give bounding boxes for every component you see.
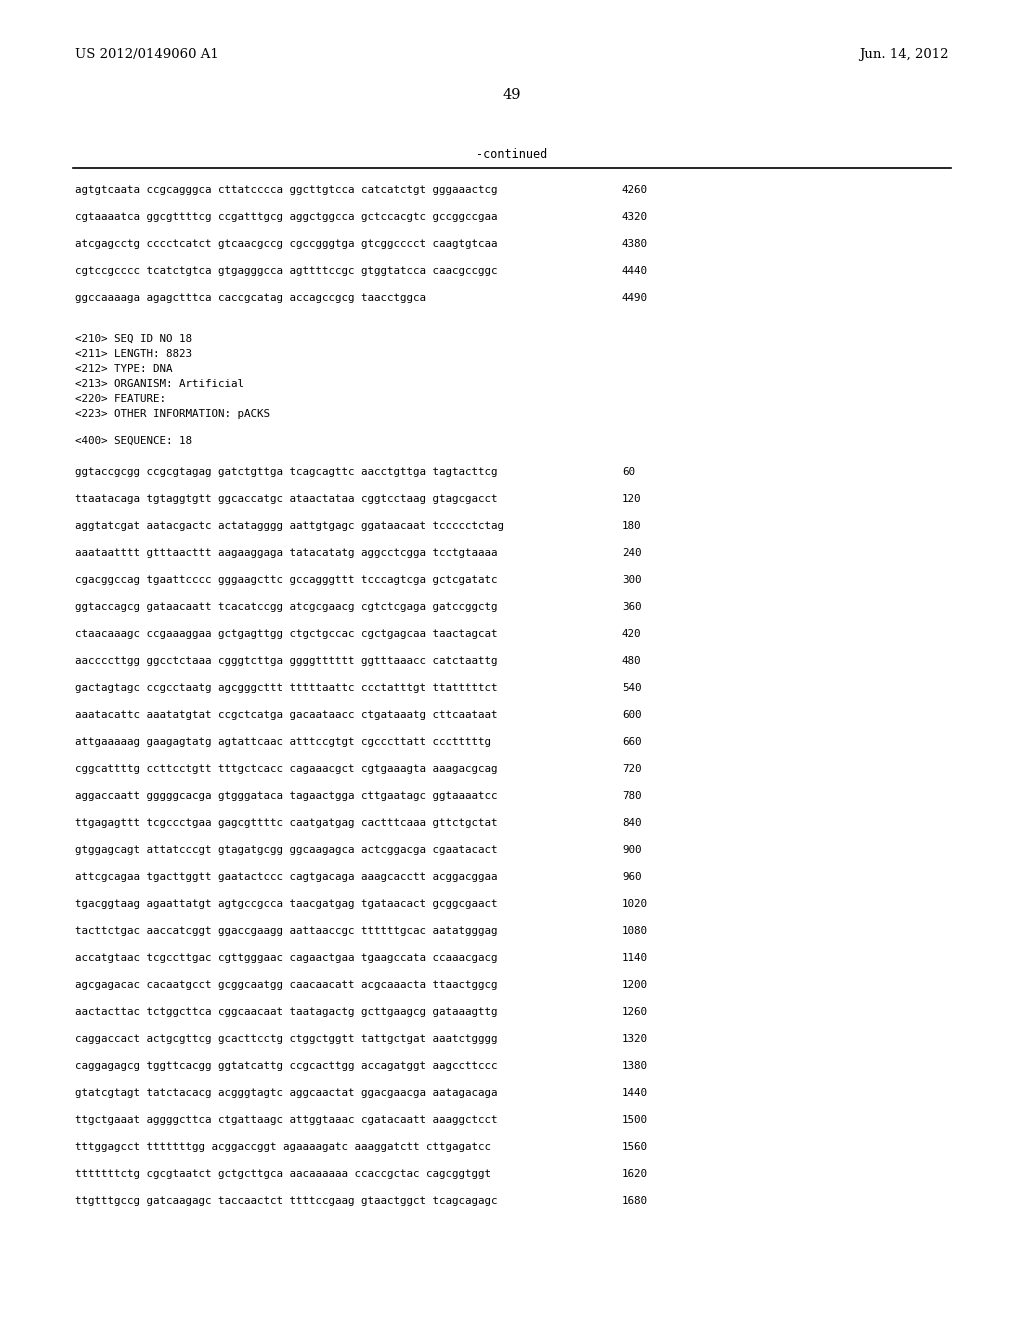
Text: aaccccttgg ggcctctaaa cgggtcttga ggggtttttt ggtttaaacc catctaattg: aaccccttgg ggcctctaaa cgggtcttga ggggttt… — [75, 656, 498, 667]
Text: agtgtcaata ccgcagggca cttatcccca ggcttgtcca catcatctgt gggaaactcg: agtgtcaata ccgcagggca cttatcccca ggcttgt… — [75, 185, 498, 195]
Text: 600: 600 — [622, 710, 641, 719]
Text: 420: 420 — [622, 630, 641, 639]
Text: 720: 720 — [622, 764, 641, 774]
Text: aaataatttt gtttaacttt aagaaggaga tatacatatg aggcctcgga tcctgtaaaa: aaataatttt gtttaacttt aagaaggaga tatacat… — [75, 548, 498, 558]
Text: gtatcgtagt tatctacacg acgggtagtc aggcaactat ggacgaacga aatagacaga: gtatcgtagt tatctacacg acgggtagtc aggcaac… — [75, 1088, 498, 1098]
Text: ggtaccgcgg ccgcgtagag gatctgttga tcagcagttc aacctgttga tagtacttcg: ggtaccgcgg ccgcgtagag gatctgttga tcagcag… — [75, 467, 498, 477]
Text: 900: 900 — [622, 845, 641, 855]
Text: attgaaaaag gaagagtatg agtattcaac atttccgtgt cgcccttatt ccctttttg: attgaaaaag gaagagtatg agtattcaac atttccg… — [75, 737, 490, 747]
Text: <213> ORGANISM: Artificial: <213> ORGANISM: Artificial — [75, 379, 244, 389]
Text: Jun. 14, 2012: Jun. 14, 2012 — [859, 48, 949, 61]
Text: 4490: 4490 — [622, 293, 648, 304]
Text: 1260: 1260 — [622, 1007, 648, 1016]
Text: <223> OTHER INFORMATION: pACKS: <223> OTHER INFORMATION: pACKS — [75, 409, 270, 418]
Text: 1080: 1080 — [622, 927, 648, 936]
Text: tacttctgac aaccatcggt ggaccgaagg aattaaccgc ttttttgcac aatatgggag: tacttctgac aaccatcggt ggaccgaagg aattaac… — [75, 927, 498, 936]
Text: ttgctgaaat aggggcttca ctgattaagc attggtaaac cgatacaatt aaaggctcct: ttgctgaaat aggggcttca ctgattaagc attggta… — [75, 1115, 498, 1125]
Text: 660: 660 — [622, 737, 641, 747]
Text: gactagtagc ccgcctaatg agcgggcttt tttttaattc ccctatttgt ttatttttct: gactagtagc ccgcctaatg agcgggcttt tttttaa… — [75, 682, 498, 693]
Text: ggccaaaaga agagctttca caccgcatag accagccgcg taacctggca: ggccaaaaga agagctttca caccgcatag accagcc… — [75, 293, 426, 304]
Text: 780: 780 — [622, 791, 641, 801]
Text: cgtccgcccc tcatctgtca gtgagggcca agttttccgc gtggtatcca caacgccggc: cgtccgcccc tcatctgtca gtgagggcca agttttc… — [75, 267, 498, 276]
Text: 1140: 1140 — [622, 953, 648, 964]
Text: ttaatacaga tgtaggtgtt ggcaccatgc ataactataa cggtcctaag gtagcgacct: ttaatacaga tgtaggtgtt ggcaccatgc ataacta… — [75, 494, 498, 504]
Text: 360: 360 — [622, 602, 641, 612]
Text: tttggagcct tttttttgg acggaccggt agaaaagatc aaaggatctt cttgagatcc: tttggagcct tttttttgg acggaccggt agaaaaga… — [75, 1142, 490, 1152]
Text: 4440: 4440 — [622, 267, 648, 276]
Text: 4380: 4380 — [622, 239, 648, 249]
Text: 960: 960 — [622, 873, 641, 882]
Text: 1380: 1380 — [622, 1061, 648, 1071]
Text: 49: 49 — [503, 88, 521, 102]
Text: 1680: 1680 — [622, 1196, 648, 1206]
Text: <400> SEQUENCE: 18: <400> SEQUENCE: 18 — [75, 436, 193, 446]
Text: atcgagcctg cccctcatct gtcaacgccg cgccgggtga gtcggcccct caagtgtcaa: atcgagcctg cccctcatct gtcaacgccg cgccggg… — [75, 239, 498, 249]
Text: US 2012/0149060 A1: US 2012/0149060 A1 — [75, 48, 219, 61]
Text: 1620: 1620 — [622, 1170, 648, 1179]
Text: ttgagagttt tcgccctgaa gagcgttttc caatgatgag cactttcaaa gttctgctat: ttgagagttt tcgccctgaa gagcgttttc caatgat… — [75, 818, 498, 828]
Text: 540: 540 — [622, 682, 641, 693]
Text: -continued: -continued — [476, 148, 548, 161]
Text: <210> SEQ ID NO 18: <210> SEQ ID NO 18 — [75, 334, 193, 345]
Text: 180: 180 — [622, 521, 641, 531]
Text: tttttttctg cgcgtaatct gctgcttgca aacaaaaaa ccaccgctac cagcggtggt: tttttttctg cgcgtaatct gctgcttgca aacaaaa… — [75, 1170, 490, 1179]
Text: aactacttac tctggcttca cggcaacaat taatagactg gcttgaagcg gataaagttg: aactacttac tctggcttca cggcaacaat taataga… — [75, 1007, 498, 1016]
Text: ctaacaaagc ccgaaaggaa gctgagttgg ctgctgccac cgctgagcaa taactagcat: ctaacaaagc ccgaaaggaa gctgagttgg ctgctgc… — [75, 630, 498, 639]
Text: 1320: 1320 — [622, 1034, 648, 1044]
Text: 60: 60 — [622, 467, 635, 477]
Text: <220> FEATURE:: <220> FEATURE: — [75, 393, 166, 404]
Text: 1200: 1200 — [622, 979, 648, 990]
Text: caggaccact actgcgttcg gcacttcctg ctggctggtt tattgctgat aaatctgggg: caggaccact actgcgttcg gcacttcctg ctggctg… — [75, 1034, 498, 1044]
Text: 4260: 4260 — [622, 185, 648, 195]
Text: 840: 840 — [622, 818, 641, 828]
Text: gtggagcagt attatcccgt gtagatgcgg ggcaagagca actcggacga cgaatacact: gtggagcagt attatcccgt gtagatgcgg ggcaaga… — [75, 845, 498, 855]
Text: 1500: 1500 — [622, 1115, 648, 1125]
Text: caggagagcg tggttcacgg ggtatcattg ccgcacttgg accagatggt aagccttccc: caggagagcg tggttcacgg ggtatcattg ccgcact… — [75, 1061, 498, 1071]
Text: 120: 120 — [622, 494, 641, 504]
Text: aggtatcgat aatacgactc actatagggg aattgtgagc ggataacaat tccccctctag: aggtatcgat aatacgactc actatagggg aattgtg… — [75, 521, 504, 531]
Text: aggaccaatt gggggcacga gtgggataca tagaactgga cttgaatagc ggtaaaatcc: aggaccaatt gggggcacga gtgggataca tagaact… — [75, 791, 498, 801]
Text: 1560: 1560 — [622, 1142, 648, 1152]
Text: 1440: 1440 — [622, 1088, 648, 1098]
Text: ttgtttgccg gatcaagagc taccaactct ttttccgaag gtaactggct tcagcagagc: ttgtttgccg gatcaagagc taccaactct ttttccg… — [75, 1196, 498, 1206]
Text: 300: 300 — [622, 576, 641, 585]
Text: 4320: 4320 — [622, 213, 648, 222]
Text: 1020: 1020 — [622, 899, 648, 909]
Text: cgacggccag tgaattcccc gggaagcttc gccagggttt tcccagtcga gctcgatatc: cgacggccag tgaattcccc gggaagcttc gccaggg… — [75, 576, 498, 585]
Text: 240: 240 — [622, 548, 641, 558]
Text: aaatacattc aaatatgtat ccgctcatga gacaataacc ctgataaatg cttcaataat: aaatacattc aaatatgtat ccgctcatga gacaata… — [75, 710, 498, 719]
Text: cgtaaaatca ggcgttttcg ccgatttgcg aggctggcca gctccacgtc gccggccgaa: cgtaaaatca ggcgttttcg ccgatttgcg aggctgg… — [75, 213, 498, 222]
Text: agcgagacac cacaatgcct gcggcaatgg caacaacatt acgcaaacta ttaactggcg: agcgagacac cacaatgcct gcggcaatgg caacaac… — [75, 979, 498, 990]
Text: 480: 480 — [622, 656, 641, 667]
Text: <211> LENGTH: 8823: <211> LENGTH: 8823 — [75, 348, 193, 359]
Text: cggcattttg ccttcctgtt tttgctcacc cagaaacgct cgtgaaagta aaagacgcag: cggcattttg ccttcctgtt tttgctcacc cagaaac… — [75, 764, 498, 774]
Text: accatgtaac tcgccttgac cgttgggaac cagaactgaa tgaagccata ccaaacgacg: accatgtaac tcgccttgac cgttgggaac cagaact… — [75, 953, 498, 964]
Text: ggtaccagcg gataacaatt tcacatccgg atcgcgaacg cgtctcgaga gatccggctg: ggtaccagcg gataacaatt tcacatccgg atcgcga… — [75, 602, 498, 612]
Text: tgacggtaag agaattatgt agtgccgcca taacgatgag tgataacact gcggcgaact: tgacggtaag agaattatgt agtgccgcca taacgat… — [75, 899, 498, 909]
Text: <212> TYPE: DNA: <212> TYPE: DNA — [75, 364, 172, 374]
Text: attcgcagaa tgacttggtt gaatactccc cagtgacaga aaagcacctt acggacggaa: attcgcagaa tgacttggtt gaatactccc cagtgac… — [75, 873, 498, 882]
